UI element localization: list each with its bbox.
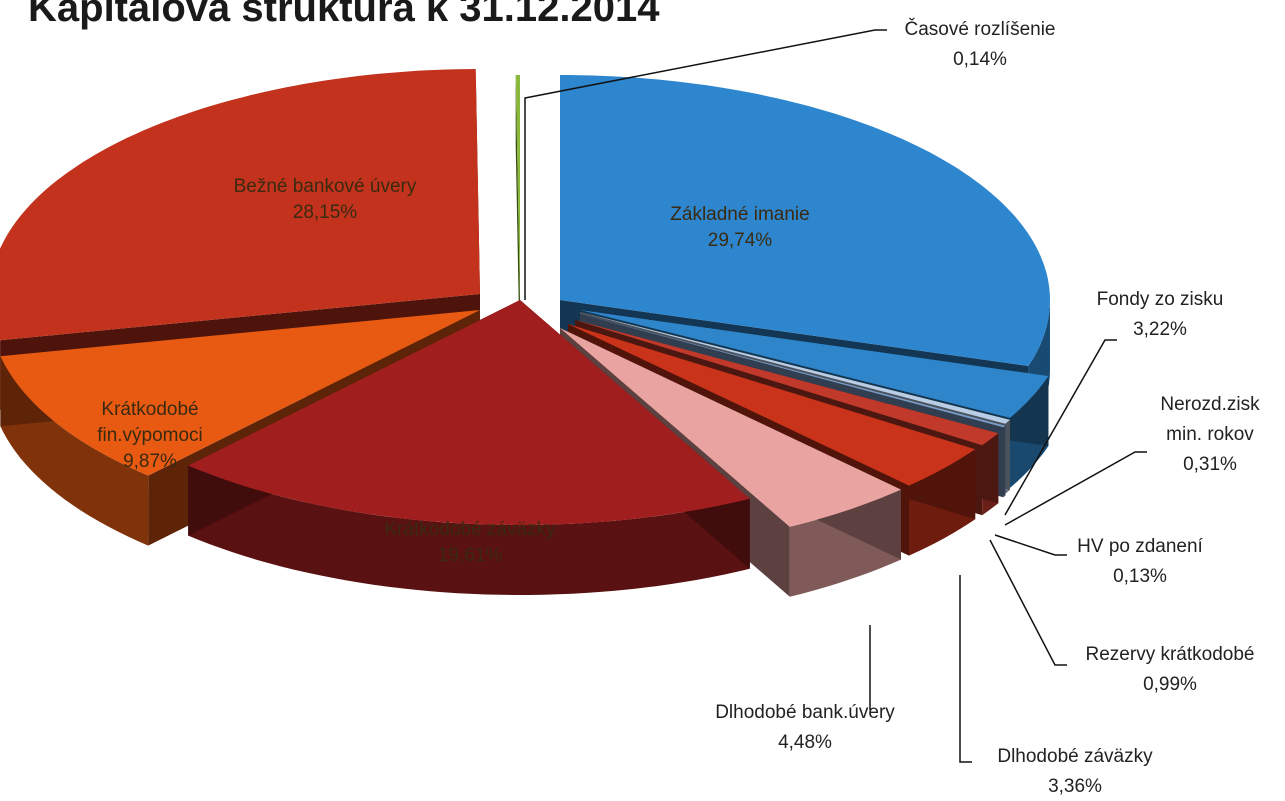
slice-labels: Základné imanie 29,74% Fondy zo zisku 3,22%… (97, 18, 1260, 797)
leader-hv-po-zdaneni (994, 534, 1067, 556)
slice-value-kratkodobe-zavazky: 19,61% (438, 545, 503, 566)
slice-value-nerozd-zisk-min-rokov: 0,31% (1183, 454, 1237, 475)
slice-label-dlhodobe-zavazky: Dlhodobé záväzky (997, 746, 1153, 767)
slice-value-casove-rozlisenie: 0,14% (953, 49, 1007, 70)
slice-label-kratkodobe-fin-vypomoci: Krátkodobé fin.výpomoci (97, 399, 203, 446)
slice-face-casove-rozlisenie-0 (515, 75, 520, 370)
slice-zakladne-imanie (560, 75, 1050, 366)
slice-dlhodobe-bank-uvery (560, 328, 901, 527)
slice-label-dlhodobe-bank-uvery: Dlhodobé bank.úvery (715, 702, 895, 723)
slice-label-rezervy-kratkodobe: Rezervy krátkodobé (1086, 644, 1255, 665)
slice-side-kratkodobe-zavazky (188, 465, 750, 595)
slice-label-fondy-zo-zisku: Fondy zo zisku (1097, 289, 1224, 310)
slice-value-fondy-zo-zisku: 3,22% (1133, 319, 1187, 340)
leader-nerozd-zisk-min-rokov (1004, 451, 1147, 526)
leader-dlhodobe-zavazky (959, 575, 972, 763)
slice-value-bezne-bankove-uvery: 28,15% (293, 202, 358, 223)
slice-casove-rozlisenie (515, 75, 520, 300)
chart-title: Kapitálová štruktúra k 31.12.2014 (28, 0, 660, 30)
leader-fondy-zo-zisku (1004, 339, 1117, 516)
slice-dlhodobe-zavazky (568, 324, 976, 486)
slice-label-kratkodobe-zavazky: Krátkodobé záväzky (384, 519, 556, 540)
leader-casove-rozlisenie (524, 29, 887, 300)
slice-value-zakladne-imanie: 29,74% (708, 230, 773, 251)
slice-kratkodobe-fin-vypomoci (0, 310, 481, 476)
slice-value-rezervy-kratkodobe: 0,99% (1143, 674, 1197, 695)
slice-fondy-zo-zisku (580, 310, 1049, 418)
slice-value-dlhodobe-zavazky: 3,36% (1048, 776, 1102, 797)
slice-label-casove-rozlisenie: Časové rozlíšenie (904, 18, 1055, 40)
slice-value-hv-po-zdaneni: 0,13% (1113, 566, 1167, 587)
slice-label-nerozd-zisk-min-rokov: Nerozd.zisk min. rokov (1160, 394, 1260, 445)
slice-label-bezne-bankove-uvery: Bežné bankové úvery (234, 176, 417, 197)
slice-value-kratkodobe-fin-vypomoci: 9,87% (123, 451, 177, 472)
slice-kratkodobe-zavazky (188, 300, 750, 525)
slice-rezervy-kratkodobe (575, 320, 999, 446)
slice-nerozd-zisk-min-rokov (580, 312, 1010, 424)
slice-value-dlhodobe-bank-uvery: 4,48% (778, 732, 832, 753)
pie-tops (0, 69, 1050, 527)
slice-label-hv-po-zdaneni: HV po zdanení (1077, 536, 1203, 557)
leader-rezervy-kratkodobe (989, 539, 1067, 666)
slice-side-kratkodobe-fin-vypomoci (0, 356, 149, 546)
slice-label-zakladne-imanie: Základné imanie (670, 204, 809, 225)
slice-hv-po-zdaneni (580, 314, 1006, 428)
slice-bezne-bankove-uvery (0, 69, 480, 341)
leader-lines (524, 29, 1147, 763)
